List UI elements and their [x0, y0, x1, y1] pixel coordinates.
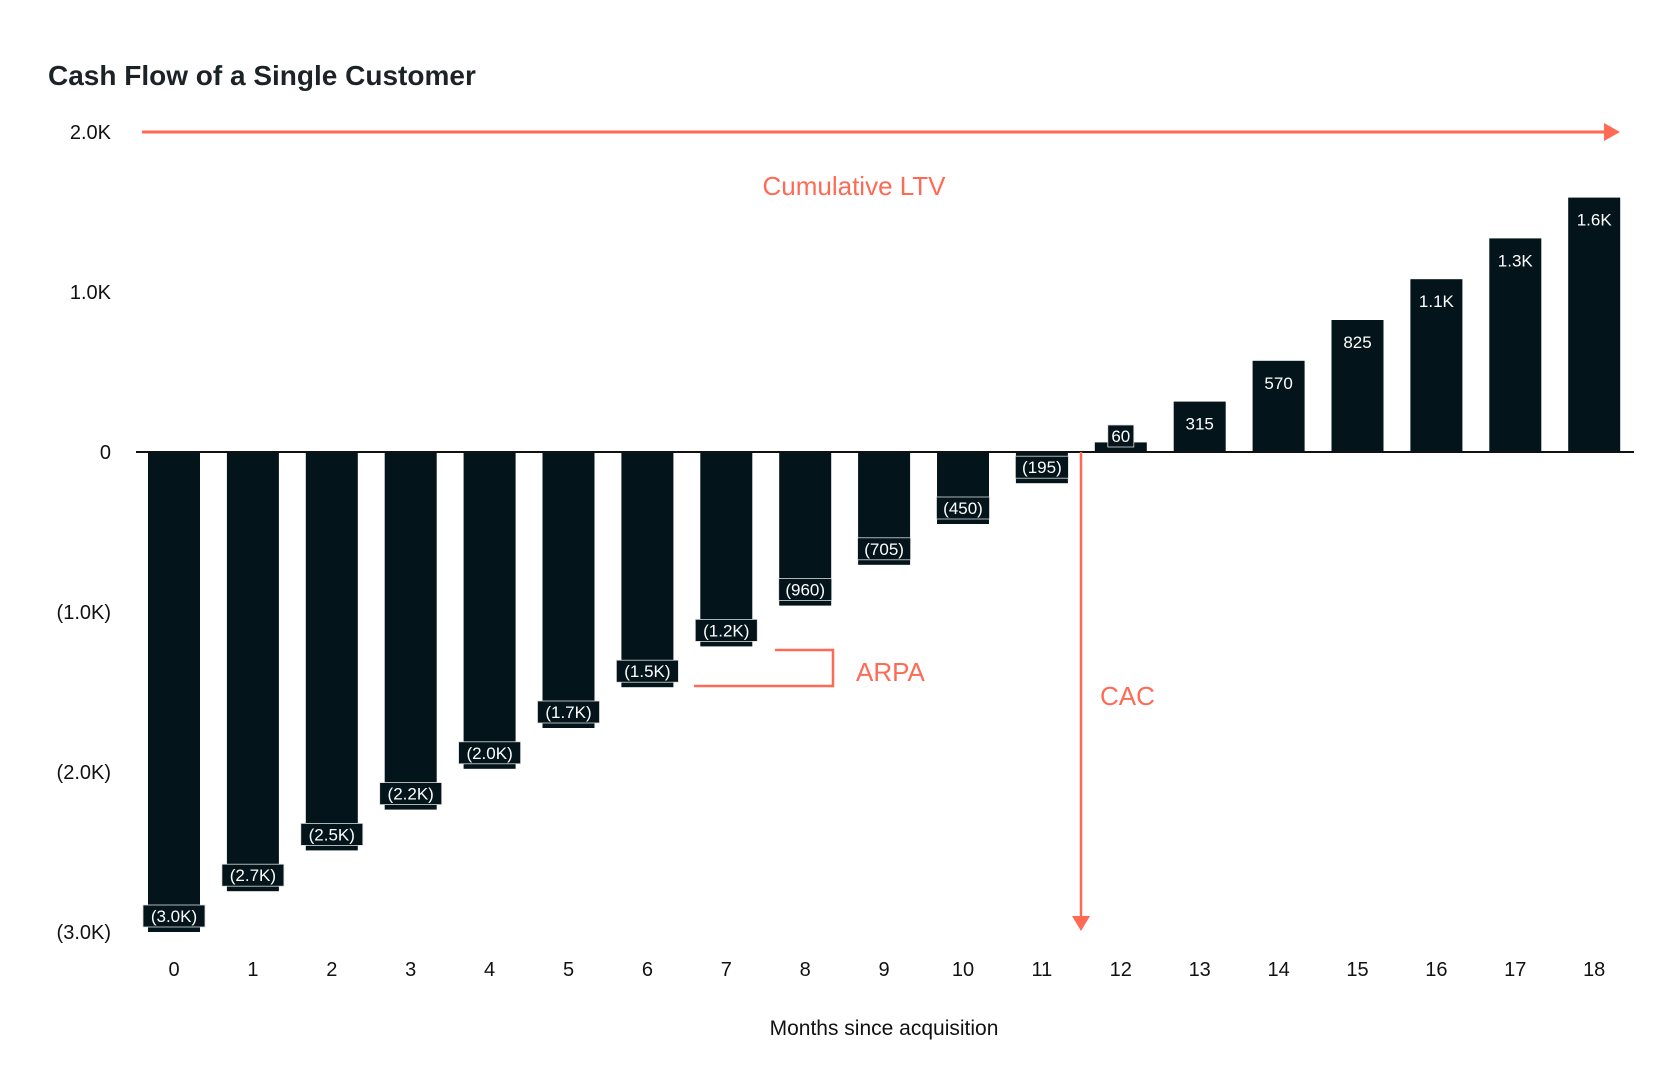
bar-data-label: 60: [1111, 427, 1130, 446]
x-tick-label: 9: [879, 959, 890, 981]
cac-arrow-head: [1072, 916, 1090, 931]
bar: [1252, 360, 1305, 452]
bar-label-bg: [379, 782, 443, 805]
bar-label-bg: [857, 537, 911, 561]
ltv-arrow-head: [1604, 123, 1620, 141]
y-tick-label: (1.0K): [57, 602, 111, 624]
bar: [621, 452, 674, 688]
x-tick-label: 16: [1425, 959, 1447, 981]
bar-data-label: 315: [1186, 415, 1214, 434]
ltv-label: Cumulative LTV: [762, 171, 946, 201]
bar-data-label: (960): [785, 581, 825, 600]
y-tick-label: 0: [100, 442, 111, 464]
bar-label-bg: [221, 863, 285, 887]
bar: [542, 452, 595, 728]
x-tick-label: 6: [642, 959, 653, 981]
y-tick-label: 2.0K: [70, 122, 112, 144]
bar: [1489, 238, 1542, 452]
bar-label-bg: [1107, 424, 1135, 448]
bar-label-bg: [694, 619, 758, 642]
bar: [305, 452, 358, 851]
bar-data-label: (2.2K): [388, 785, 434, 804]
y-tick-label: (2.0K): [57, 762, 111, 784]
bar: [226, 452, 279, 892]
bars: (3.0K) (2.7K) (2.5K) (2.2K) (2.0K) (1.7K) (1.5…: [142, 197, 1621, 932]
bar: [148, 452, 200, 932]
y-tick-label: (3.0K): [57, 922, 111, 944]
bar-data-label: (2.0K): [466, 744, 512, 763]
bar-data-label: (1.5K): [624, 662, 670, 681]
bar-data-label: 570: [1264, 374, 1292, 393]
cac-annotation: CAC: [1072, 452, 1155, 931]
x-tick-label: 4: [484, 959, 495, 981]
bar-label-bg: [778, 578, 833, 601]
x-tick-label: 0: [168, 959, 179, 981]
bar-data-label: (1.2K): [703, 621, 749, 640]
bar-data-label: 1.3K: [1498, 251, 1534, 270]
x-tick-label: 1: [247, 959, 258, 981]
x-tick-label: 14: [1267, 959, 1289, 981]
x-axis: 0 1 2 3 4 5 6 7 8 9 10 11 12 13 14 15 16 17 18: [168, 959, 1605, 981]
arpa-label: ARPA: [856, 657, 926, 687]
bar-data-label: (450): [943, 499, 983, 518]
arpa-bracket: [694, 648, 835, 688]
bar-data-label: (2.5K): [309, 825, 355, 844]
x-tick-label: 5: [563, 959, 574, 981]
bar: [1331, 320, 1384, 452]
x-tick-label: 7: [721, 959, 732, 981]
bar-data-label: (195): [1022, 458, 1062, 477]
bar-label-bg: [936, 496, 990, 520]
bar-data-label: (1.7K): [545, 703, 591, 722]
x-tick-label: 11: [1032, 959, 1053, 981]
x-tick-label: 3: [405, 959, 416, 981]
bar-label-bg: [616, 659, 679, 683]
x-tick-label: 17: [1504, 959, 1526, 981]
bar-data-label: 1.6K: [1577, 211, 1613, 230]
x-axis-label: Months since acquisition: [770, 1017, 999, 1040]
bar-data-label: 825: [1343, 333, 1371, 352]
chart-title: Cash Flow of a Single Customer: [48, 60, 476, 91]
ltv-annotation: Cumulative LTV: [142, 123, 1620, 201]
bar: [1410, 279, 1463, 452]
bar-data-label: (3.0K): [151, 907, 197, 926]
bar-data-label: (2.7K): [230, 866, 276, 885]
bar: [384, 452, 437, 810]
x-tick-label: 13: [1189, 959, 1211, 981]
arpa-annotation: ARPA: [694, 648, 926, 688]
cac-label: CAC: [1100, 681, 1155, 711]
bar-label-bg: [458, 741, 522, 765]
bar-label-bg: [300, 823, 364, 846]
x-tick-label: 8: [800, 959, 811, 981]
bar: [700, 452, 753, 647]
bar-data-label: (705): [864, 540, 904, 559]
x-tick-label: 10: [952, 959, 974, 981]
bar-label-bg: [1015, 455, 1069, 479]
bar-label-bg: [537, 700, 600, 724]
bar-label-bg: [142, 904, 206, 928]
bar: [1568, 197, 1621, 452]
y-tick-label: 1.0K: [70, 282, 112, 304]
x-tick-label: 2: [326, 959, 337, 981]
bar: [463, 452, 516, 769]
y-axis: 2.0K 1.0K 0 (1.0K) (2.0K) (3.0K): [57, 122, 112, 944]
x-tick-label: 15: [1346, 959, 1368, 981]
x-tick-label: 18: [1583, 959, 1605, 981]
x-tick-label: 12: [1110, 959, 1132, 981]
bar-data-label: 1.1K: [1419, 292, 1455, 311]
bar: [1173, 401, 1226, 452]
